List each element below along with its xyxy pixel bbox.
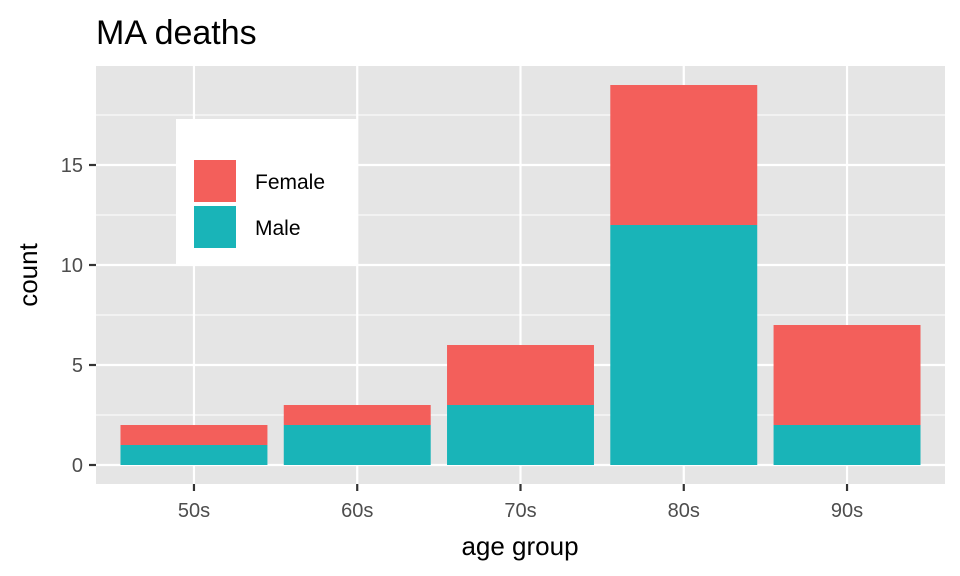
- x-axis: 50s 60s 70s 80s 90s: [178, 484, 863, 522]
- bar-male-60s: [283, 425, 431, 465]
- x-tick-label: 60s: [341, 500, 373, 522]
- y-tick-label: 5: [72, 355, 83, 377]
- chart-title: MA deaths: [96, 14, 257, 52]
- legend: Female Male: [176, 119, 357, 265]
- y-tick-label: 0: [72, 455, 83, 477]
- y-tick-label: 15: [61, 155, 83, 177]
- bar-female-80s: [610, 85, 758, 225]
- bar-male-80s: [610, 225, 758, 465]
- bar-male-90s: [773, 425, 921, 465]
- x-tick-label: 90s: [831, 500, 863, 522]
- bar-female-50s: [120, 425, 268, 445]
- bar-male-70s: [447, 405, 594, 465]
- bar-male-50s: [120, 445, 268, 465]
- bar-female-60s: [283, 405, 431, 425]
- bars: [120, 85, 921, 465]
- legend-label-male: Male: [255, 217, 301, 240]
- legend-key-male: [194, 206, 236, 248]
- x-tick-label: 70s: [504, 500, 536, 522]
- legend-label-female: Female: [255, 171, 325, 194]
- x-tick-label: 50s: [178, 500, 210, 522]
- y-axis: 0 5 10 15: [61, 155, 96, 477]
- legend-key-female: [194, 160, 236, 202]
- x-axis-title: age group: [461, 531, 578, 561]
- bar-female-70s: [447, 345, 594, 405]
- y-tick-label: 10: [61, 255, 83, 277]
- bar-female-90s: [773, 325, 921, 425]
- x-tick-label: 80s: [668, 500, 700, 522]
- y-axis-title: count: [13, 242, 43, 306]
